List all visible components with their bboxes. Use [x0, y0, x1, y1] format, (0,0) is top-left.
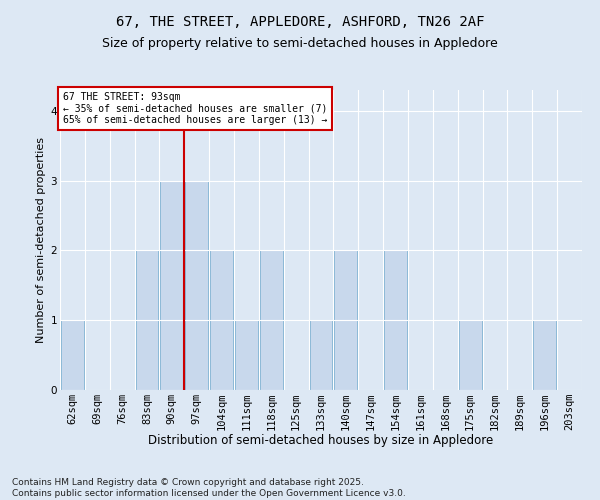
Text: 67 THE STREET: 93sqm
← 35% of semi-detached houses are smaller (7)
65% of semi-d: 67 THE STREET: 93sqm ← 35% of semi-detac…	[62, 92, 327, 124]
Bar	[160, 180, 183, 390]
Bar	[136, 250, 158, 390]
Bar	[310, 320, 332, 390]
X-axis label: Distribution of semi-detached houses by size in Appledore: Distribution of semi-detached houses by …	[148, 434, 494, 448]
Bar	[384, 250, 407, 390]
Bar	[334, 250, 357, 390]
Bar	[185, 180, 208, 390]
Text: Size of property relative to semi-detached houses in Appledore: Size of property relative to semi-detach…	[102, 38, 498, 51]
Bar	[533, 320, 556, 390]
Text: Contains HM Land Registry data © Crown copyright and database right 2025.
Contai: Contains HM Land Registry data © Crown c…	[12, 478, 406, 498]
Bar	[235, 320, 258, 390]
Bar	[210, 250, 233, 390]
Bar	[260, 250, 283, 390]
Y-axis label: Number of semi-detached properties: Number of semi-detached properties	[37, 137, 46, 343]
Bar	[61, 320, 84, 390]
Bar	[459, 320, 482, 390]
Text: 67, THE STREET, APPLEDORE, ASHFORD, TN26 2AF: 67, THE STREET, APPLEDORE, ASHFORD, TN26…	[116, 15, 484, 29]
